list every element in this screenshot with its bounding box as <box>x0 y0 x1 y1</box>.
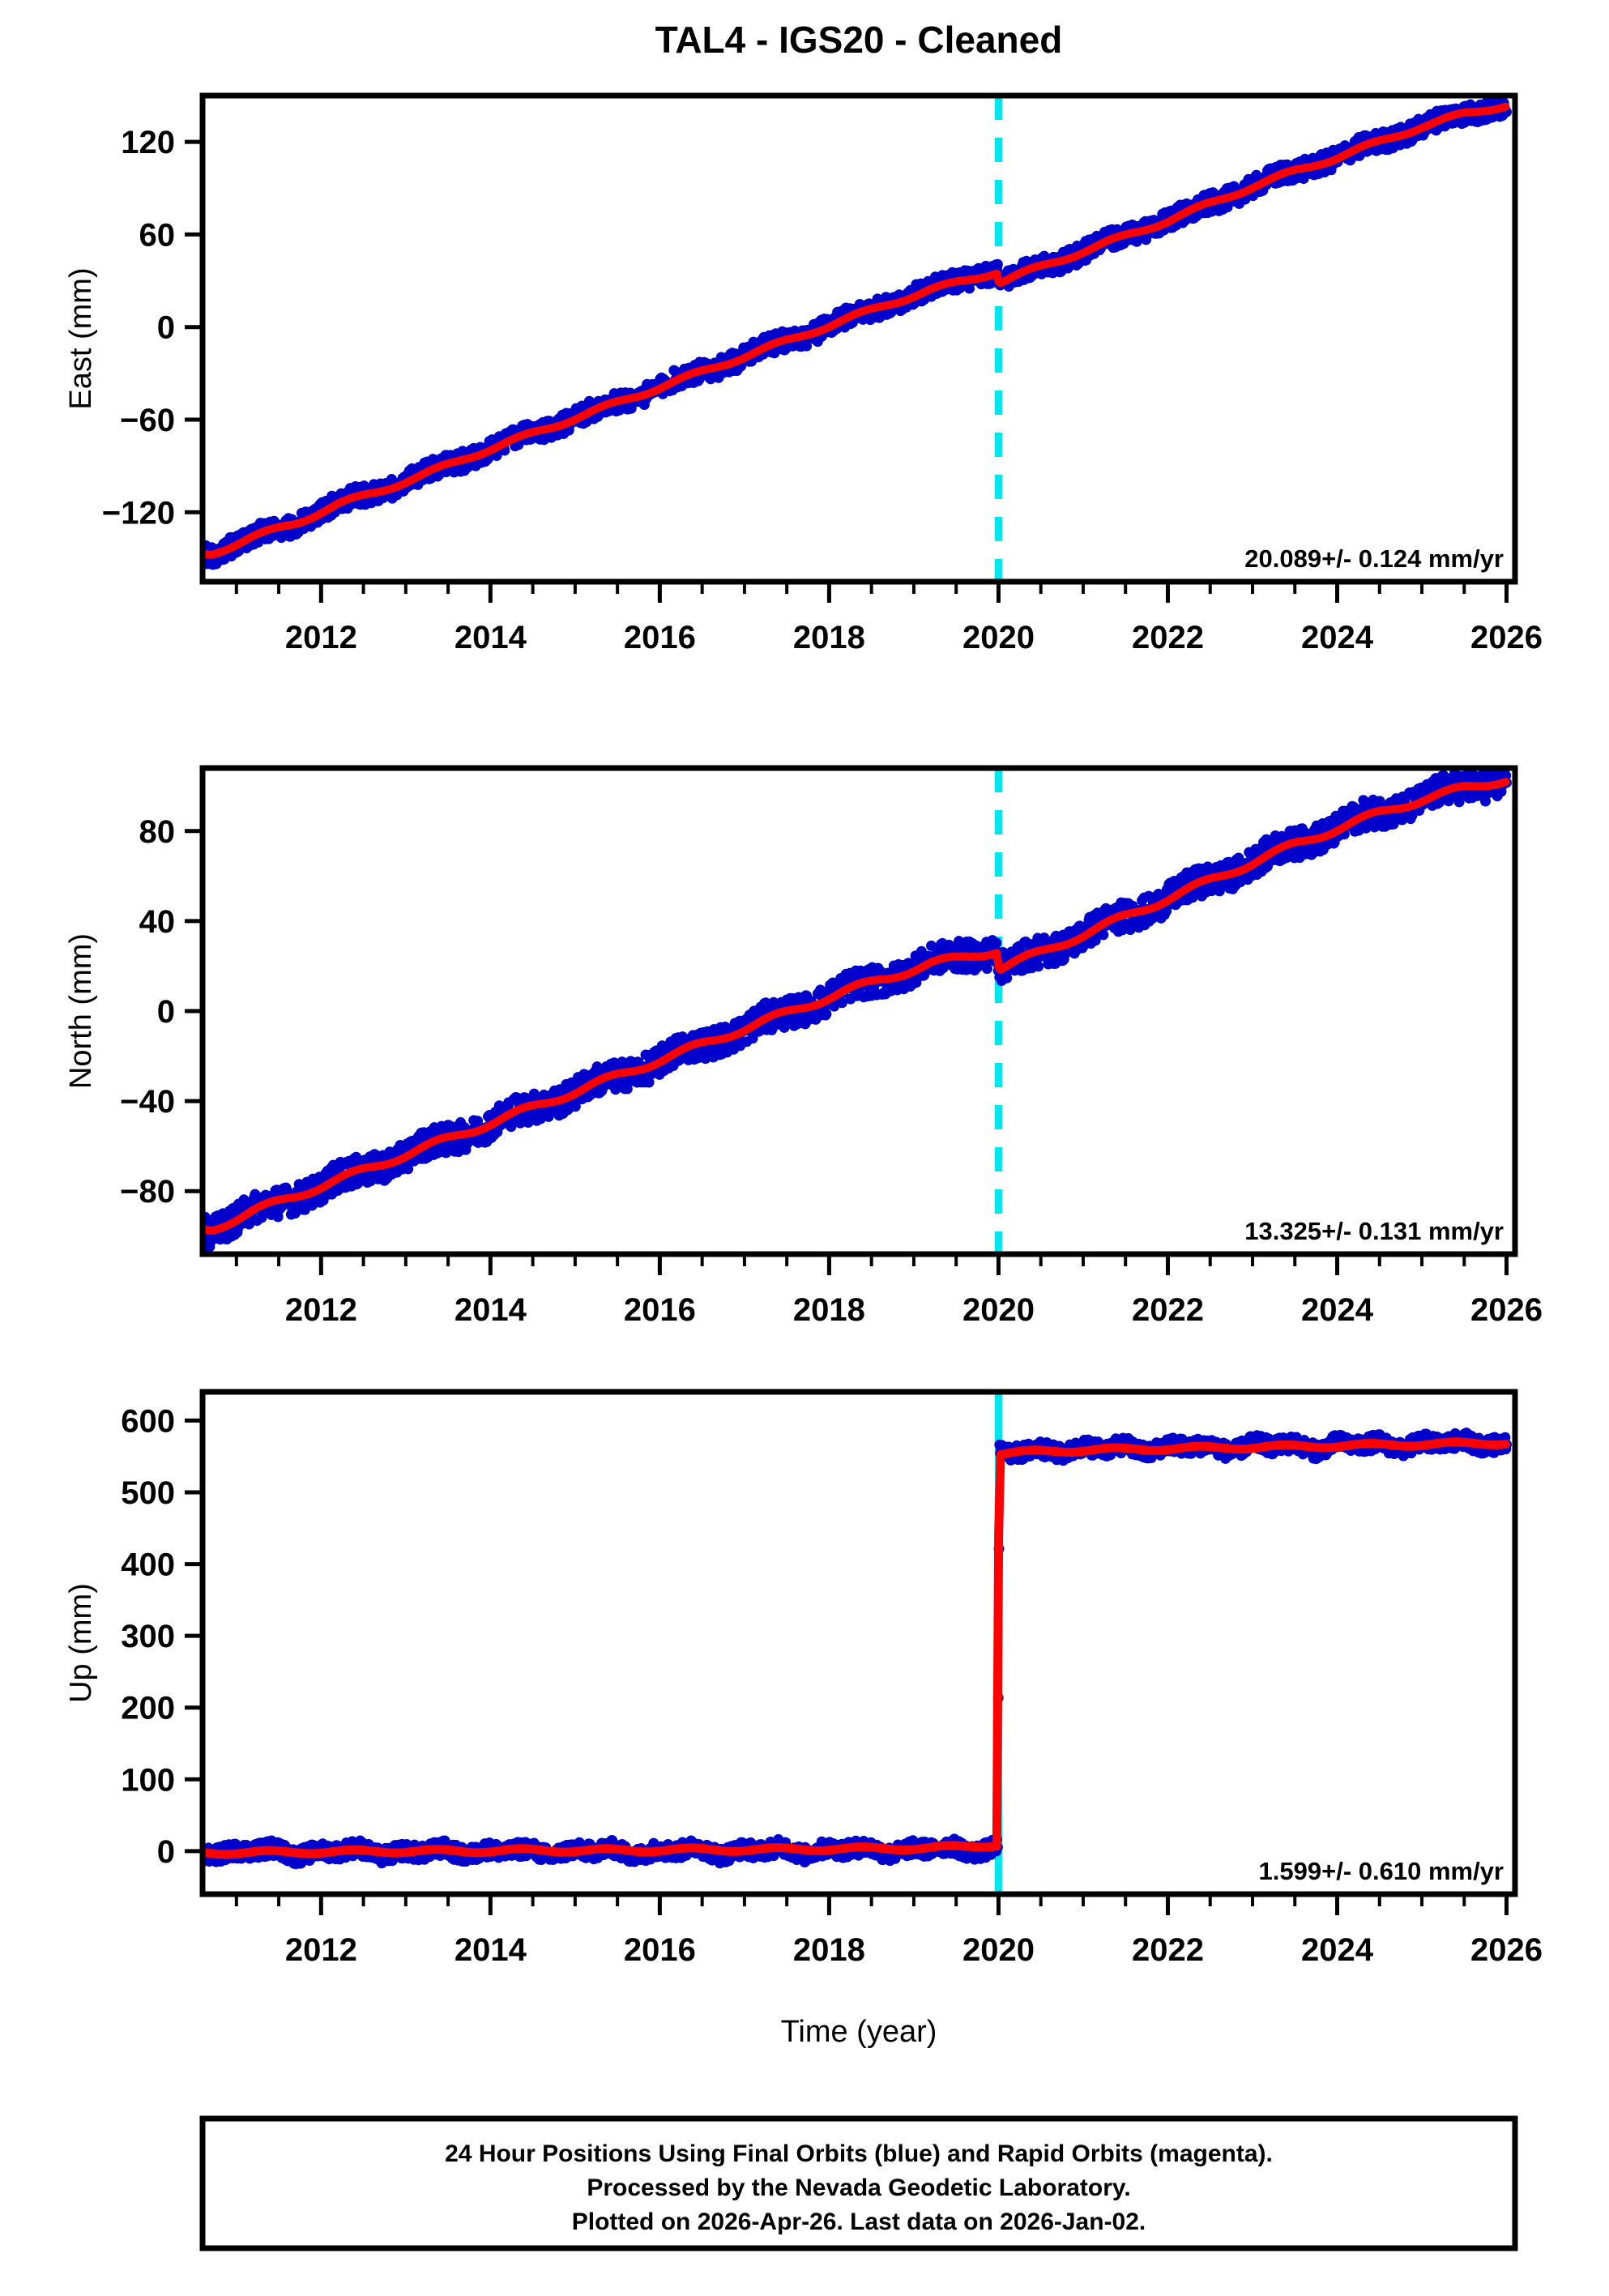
x-tick-label: 2014 <box>455 620 527 655</box>
x-tick-label: 2026 <box>1470 1932 1543 1968</box>
model-fit-line-east <box>203 102 1510 559</box>
y-tick-label: 500 <box>121 1475 175 1511</box>
y-tick-label: 60 <box>139 217 176 253</box>
x-tick-label: 2022 <box>1132 620 1204 655</box>
x-tick-label: 2020 <box>962 620 1035 655</box>
plot-frame-east <box>199 92 1518 585</box>
y-tick-label: 80 <box>139 814 176 850</box>
x-tick-label: 2024 <box>1301 620 1374 655</box>
x-tick-label: 2020 <box>962 1292 1035 1328</box>
plot-area-north <box>203 768 1512 1254</box>
rate-annotation-up: 1.599+/- 0.610 mm/yr <box>1259 1857 1504 1885</box>
panel-north: 80 40 0 −40 −80 North (mm) 2012 2014 2016 2018 202… <box>64 765 1543 1328</box>
x-axis-label: Time (year) <box>781 2015 937 2049</box>
x-tick-label: 2012 <box>285 620 357 655</box>
plot-area-east <box>203 96 1512 582</box>
x-tick-label: 2016 <box>624 1292 696 1328</box>
footer-line-3: Plotted on 2026-Apr-26. Last data on 202… <box>572 2209 1146 2235</box>
footer-line-2: Processed by the Nevada Geodetic Laborat… <box>587 2174 1130 2201</box>
x-tick-label: 2012 <box>285 1292 357 1328</box>
x-tick-label: 2018 <box>793 1292 865 1328</box>
footer-note-box: 24 Hour Positions Using Final Orbits (bl… <box>199 2115 1518 2251</box>
y-axis-label-north: North (mm) <box>64 933 98 1089</box>
y-tick-label: 0 <box>157 1834 175 1870</box>
x-tick-label: 2022 <box>1132 1932 1204 1968</box>
page-title: TAL4 - IGS20 - Cleaned <box>655 19 1063 61</box>
rate-annotation-east: 20.089+/- 0.124 mm/yr <box>1244 544 1504 573</box>
y-axis-label-east: East (mm) <box>64 267 98 409</box>
y-tick-label: 40 <box>139 904 176 940</box>
model-fit-line-up <box>203 1437 1510 1859</box>
x-tick-label: 2018 <box>793 620 865 655</box>
model-fit-line-north <box>203 778 1510 1235</box>
y-tick-label: −120 <box>102 495 175 531</box>
panel-east: 120 60 0 −60 −120 East (mm) 2012 2014 2016 2018 20… <box>64 92 1543 655</box>
y-tick-label: 600 <box>121 1403 175 1439</box>
x-tick-label: 2016 <box>624 620 696 655</box>
plot-frame-up <box>199 1389 1518 1897</box>
y-tick-label: −60 <box>120 403 175 438</box>
x-tick-label: 2024 <box>1301 1292 1374 1328</box>
y-tick-label: 0 <box>157 310 175 346</box>
x-tick-label: 2024 <box>1301 1932 1374 1968</box>
x-tick-label: 2012 <box>285 1932 357 1968</box>
x-tick-label: 2026 <box>1470 1292 1543 1328</box>
footer-box-border <box>199 2115 1518 2251</box>
plot-area-up <box>203 1392 1512 1894</box>
y-axis-label-up: Up (mm) <box>64 1583 98 1703</box>
y-tick-label: −40 <box>120 1084 175 1120</box>
y-tick-label: 300 <box>121 1619 175 1654</box>
x-tick-label: 2014 <box>455 1932 527 1968</box>
x-tick-label: 2016 <box>624 1932 696 1968</box>
footer-line-1: 24 Hour Positions Using Final Orbits (bl… <box>445 2140 1273 2167</box>
y-tick-label: 400 <box>121 1547 175 1583</box>
x-tick-label: 2018 <box>793 1932 865 1968</box>
panel-up: 600 500 400 300 200 100 0 Up (mm) 2012 2014 2016 20… <box>64 1389 1543 1968</box>
x-tick-label: 2026 <box>1470 620 1543 655</box>
y-tick-label: 200 <box>121 1691 175 1726</box>
x-tick-label: 2022 <box>1132 1292 1204 1328</box>
rate-annotation-north: 13.325+/- 0.131 mm/yr <box>1244 1217 1504 1245</box>
y-tick-label: 0 <box>157 994 175 1030</box>
y-tick-label: 120 <box>121 125 175 160</box>
y-tick-label: 100 <box>121 1762 175 1798</box>
x-tick-label: 2014 <box>455 1292 527 1328</box>
x-tick-label: 2020 <box>962 1932 1035 1968</box>
y-tick-label: −80 <box>120 1174 175 1210</box>
